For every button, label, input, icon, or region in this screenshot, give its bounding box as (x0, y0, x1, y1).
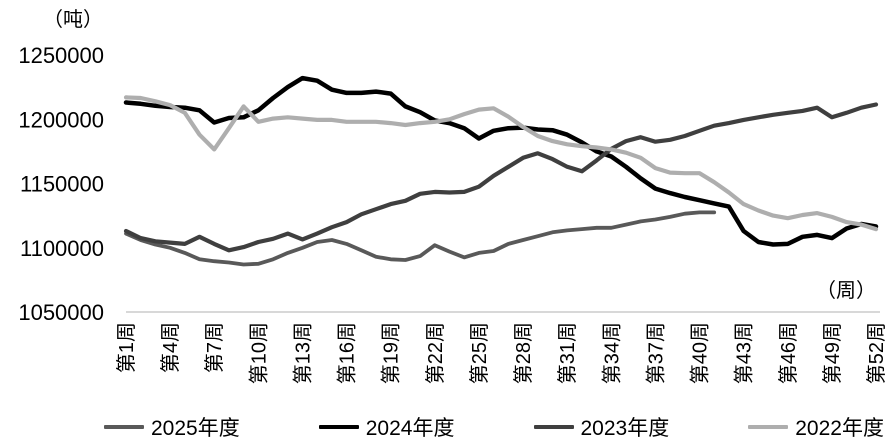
x-tick-label: 第25周 (468, 322, 491, 384)
x-tick-label: 第13周 (291, 322, 314, 384)
x-tick-label: 第49周 (821, 322, 844, 384)
y-tick-label: 1200000 (18, 107, 104, 132)
x-tick-label: 第46周 (777, 322, 800, 384)
plot-area (123, 75, 879, 267)
x-tick-label: 第28周 (512, 322, 535, 384)
x-tick-label: 第34周 (600, 322, 623, 384)
series-line-2022年度 (123, 95, 879, 232)
x-tick-label: 第31周 (556, 322, 579, 384)
chart-legend: 2025年度 2024年度 2023年度 2022年度 (104, 410, 884, 444)
series-line-2025年度 (124, 210, 717, 267)
legend-item-2023: 2023年度 (533, 412, 670, 442)
legend-swatch-2023 (533, 424, 574, 430)
legend-label-2025: 2025年度 (151, 417, 240, 440)
legend-label-2022: 2022年度 (795, 417, 884, 440)
x-tick-label: 第52周 (865, 322, 888, 384)
y-tick-label: 1150000 (20, 172, 104, 197)
legend-swatch-2025 (104, 424, 144, 430)
x-tick-label: 第19周 (380, 322, 403, 384)
legend-swatch-2022 (748, 424, 789, 430)
y-tick-label: 1050000 (18, 300, 104, 325)
x-tick-label: 第40周 (689, 322, 712, 384)
x-tick-label: 第10周 (247, 322, 270, 384)
x-tick-label: 第37周 (644, 322, 667, 384)
x-tick-label: 第7周 (203, 322, 226, 373)
y-tick-label: 1250000 (18, 43, 104, 68)
y-axis-unit-label: （吨） (43, 8, 103, 31)
legend-item-2025: 2025年度 (104, 412, 240, 442)
legend-label-2023: 2023年度 (580, 417, 670, 440)
series-line-2024年度 (123, 75, 879, 247)
x-axis-tick-labels: 第1周 第4周 第7周 第10周 第13周 第16周 第19周 第22周 第25周 第28周 第31… (115, 322, 888, 384)
series-line-2023年度 (123, 102, 879, 253)
x-tick-label: 第22周 (424, 322, 447, 384)
y-axis-tick-labels: 1050000 1100000 1150000 1200000 1250000 (18, 43, 104, 325)
legend-item-2024: 2024年度 (318, 412, 455, 442)
x-tick-label: 第43周 (733, 322, 756, 384)
x-tick-label: 第1周 (115, 322, 138, 373)
x-tick-label: 第4周 (159, 322, 182, 373)
legend-item-2022: 2022年度 (748, 412, 884, 442)
x-tick-label: 第16周 (336, 322, 359, 384)
legend-swatch-2024 (318, 424, 359, 430)
legend-label-2024: 2024年度 (365, 417, 455, 440)
y-tick-label: 1100000 (20, 236, 104, 261)
x-axis-unit-label: （周） (816, 279, 876, 302)
